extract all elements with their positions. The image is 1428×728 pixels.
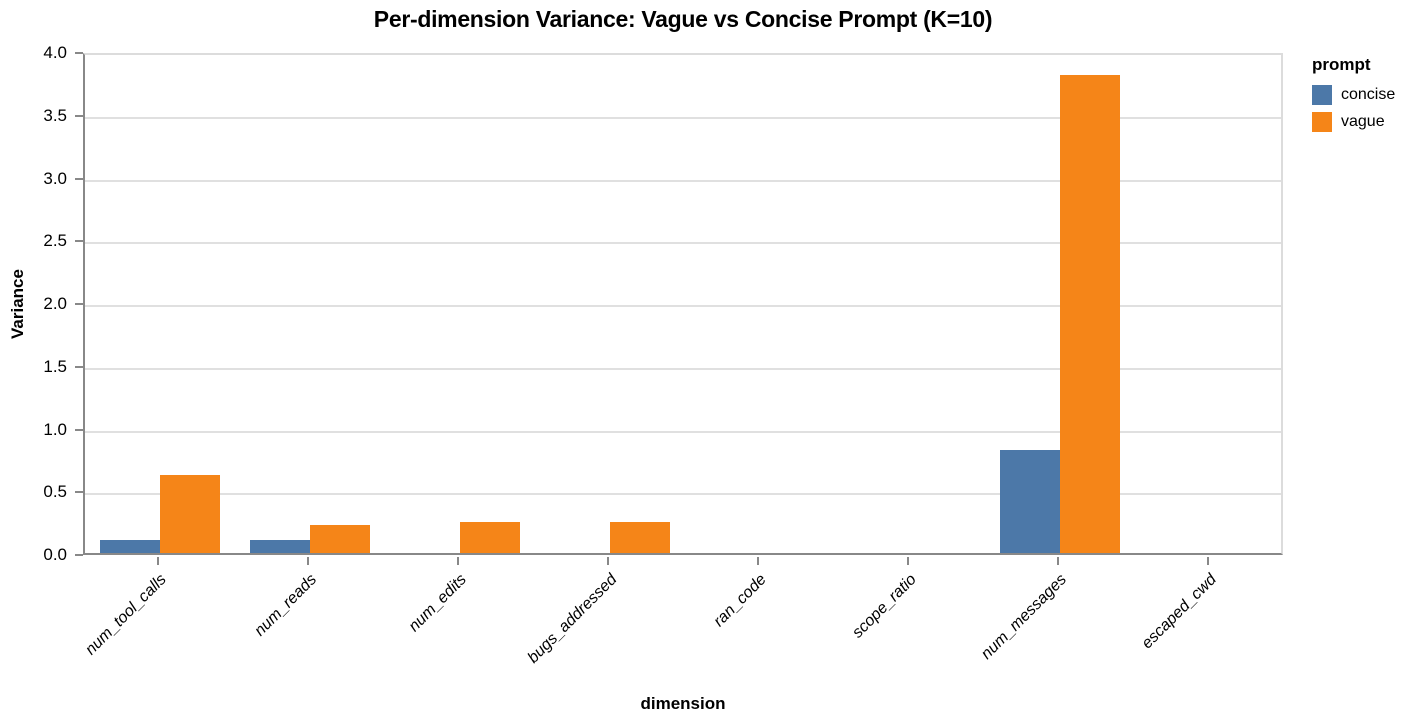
vague-swatch-icon — [1312, 112, 1332, 132]
plot-area — [83, 53, 1283, 555]
y-tick-label-3.0: 3.0 — [43, 168, 67, 188]
gridline-2.5 — [85, 242, 1281, 245]
legend-title: prompt — [1312, 55, 1371, 74]
x-axis: num_tool_calls num_reads num_edits bugs_add… — [83, 555, 1283, 695]
x-tick-mark-ran_code — [757, 557, 759, 565]
y-tick-mark-0.5 — [75, 491, 83, 494]
x-tick-mark-escaped_cwd — [1207, 557, 1209, 565]
x-tick-mark-bugs_addressed — [607, 557, 609, 565]
gridline-1.5 — [85, 367, 1281, 370]
y-tick-mark-3.0 — [75, 177, 83, 180]
bar-vague-num_reads — [310, 525, 370, 553]
gridline-0.5 — [85, 493, 1281, 496]
bar-vague-num_edits — [460, 521, 520, 553]
x-tick-mark-scope_ratio — [907, 557, 909, 565]
x-tick-mark-num_messages — [1057, 557, 1059, 565]
y-tick-label-0.0: 0.0 — [43, 545, 67, 564]
concise-swatch-icon — [1312, 85, 1332, 105]
legend-item-concise: concise — [1312, 85, 1395, 105]
y-tick-label-0.5: 0.5 — [43, 482, 67, 502]
bar-concise-num_messages — [1000, 450, 1060, 553]
x-category-label-num_reads: num_reads — [251, 571, 321, 640]
x-tick-mark-num_edits — [457, 557, 459, 565]
gridline-1.0 — [85, 430, 1281, 433]
gridline-3.0 — [85, 179, 1281, 182]
x-category-label-num_messages: num_messages — [978, 571, 1071, 663]
y-tick-label-4.0: 4.0 — [43, 43, 67, 62]
chart-title: Per-dimension Variance: Vague vs Concise… — [373, 6, 993, 32]
y-axis: 0.0 0.5 1.0 1.5 2.0 2.5 3.0 3.5 4.0 — [0, 43, 83, 564]
bar-vague-bugs_addressed — [610, 521, 670, 553]
y-tick-mark-3.5 — [75, 114, 83, 117]
legend: prompt concise vague — [1312, 55, 1395, 139]
y-tick-mark-0.0 — [75, 554, 83, 556]
x-tick-mark-num_reads — [307, 557, 309, 565]
y-tick-mark-1.0 — [75, 428, 83, 431]
legend-label-vague: vague — [1341, 113, 1385, 130]
y-tick-mark-1.5 — [75, 365, 83, 368]
y-tick-mark-4.0 — [75, 52, 83, 54]
y-tick-label-1.0: 1.0 — [43, 419, 67, 439]
legend-item-vague: vague — [1312, 112, 1395, 132]
gridline-3.5 — [85, 116, 1281, 119]
bar-vague-num_tool_calls — [160, 475, 220, 553]
y-tick-label-2.5: 2.5 — [43, 231, 67, 251]
bar-vague-num_messages — [1060, 74, 1120, 553]
x-category-label-ran_code: ran_code — [710, 571, 771, 631]
bar-concise-num_reads — [250, 540, 310, 553]
legend-label-concise: concise — [1341, 86, 1396, 103]
y-tick-mark-2.5 — [75, 240, 83, 243]
x-category-label-scope_ratio: scope_ratio — [849, 571, 921, 642]
bar-concise-num_tool_calls — [100, 540, 160, 553]
x-category-label-num_edits: num_edits — [405, 571, 471, 636]
y-tick-mark-2.0 — [75, 303, 83, 305]
x-category-label-escaped_cwd: escaped_cwd — [1138, 571, 1221, 653]
x-category-label-bugs_addressed: bugs_addressed — [524, 571, 621, 667]
y-tick-label-3.5: 3.5 — [43, 105, 67, 125]
x-axis-title: dimension — [640, 694, 726, 713]
gridline-2.0 — [85, 305, 1281, 307]
y-tick-label-2.0: 2.0 — [43, 294, 67, 313]
x-category-label-num_tool_calls: num_tool_calls — [82, 571, 171, 659]
y-tick-label-1.5: 1.5 — [43, 356, 67, 376]
x-tick-mark-num_tool_calls — [157, 557, 159, 565]
